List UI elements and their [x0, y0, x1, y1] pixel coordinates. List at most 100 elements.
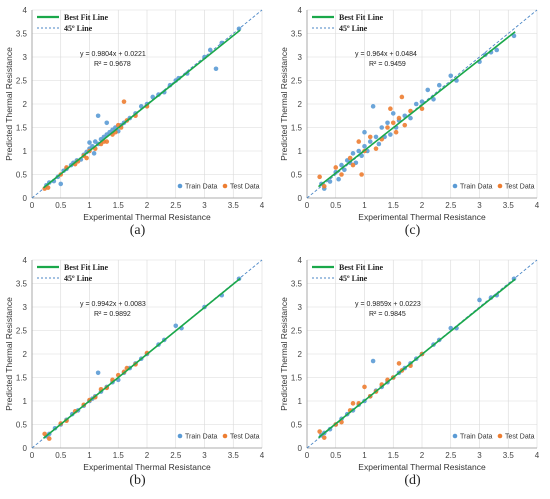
train-point — [373, 134, 379, 140]
x-tick-label: 4 — [535, 201, 540, 210]
test-point — [350, 401, 356, 406]
x-tick-label: 0 — [30, 201, 35, 210]
legend-train-marker — [452, 183, 458, 189]
y-tick-label: 3.5 — [16, 30, 28, 39]
train-point — [91, 151, 97, 156]
legend-fit-label: Best Fit Line — [64, 263, 108, 272]
train-point — [376, 141, 382, 147]
train-point — [213, 66, 219, 72]
test-point — [317, 174, 322, 180]
y-tick-label: 1 — [298, 397, 303, 406]
y-tick-label: 2 — [298, 100, 303, 109]
chart-svg-a: 0 0.5 1 1.5 2 2.5 3 3.5 4 0 0.5 1 1.5 2 2.5 3 3.5 4 Experi… — [4, 6, 265, 222]
x-tick-label: 1 — [87, 451, 92, 460]
x-tick-label: 0.5 — [330, 201, 342, 210]
x-tick-label: 2.5 — [445, 451, 457, 460]
train-point — [448, 73, 454, 79]
train-point — [370, 104, 376, 109]
test-point — [393, 129, 399, 135]
train-point — [150, 94, 156, 100]
r-squared-label: R² = 0.9845 — [369, 311, 406, 318]
train-point — [390, 111, 396, 116]
legend-fit-label: Best Fit Line — [64, 13, 108, 22]
test-point — [390, 120, 396, 126]
legend-diag-label: 45º Line — [339, 274, 368, 283]
legend-test-marker — [222, 433, 228, 439]
x-tick-label: 0 — [30, 451, 35, 460]
y-axis-label: Predicted Thermal Resistance — [4, 47, 14, 161]
y-tick-label: 0 — [298, 194, 303, 203]
r-squared-label: R² = 0.9892 — [94, 311, 131, 318]
x-tick-label: 2.5 — [445, 201, 457, 210]
y-tick-label: 3.5 — [291, 280, 303, 289]
x-tick-label: 2 — [145, 451, 150, 460]
best-fit-line — [318, 31, 516, 188]
y-tick-label: 3 — [23, 303, 28, 312]
test-point — [84, 155, 89, 161]
y-tick-label: 3 — [23, 53, 28, 62]
test-point — [317, 429, 322, 434]
train-point — [413, 101, 419, 107]
chart-svg-b: 0 0.5 1 1.5 2 2.5 3 3.5 4 0 0.5 1 1.5 2 2.5 3 3.5 4 Experi… — [4, 256, 265, 472]
y-axis-label: Predicted Thermal Resistance — [279, 297, 289, 411]
panel-a: 0 0.5 1 1.5 2 2.5 3 3.5 4 0 0.5 1 1.5 2 2.5 3 3.5 4 Experi… — [0, 0, 275, 249]
train-point — [419, 99, 425, 104]
train-point — [436, 82, 442, 88]
test-point — [399, 94, 405, 100]
y-tick-label: 0 — [298, 444, 303, 453]
y-tick-label: 1 — [23, 147, 28, 156]
best-fit-line — [42, 29, 241, 189]
train-point — [362, 129, 367, 135]
x-tick-label: 0.5 — [55, 451, 67, 460]
train-point — [236, 26, 242, 32]
r-squared-label: R² = 0.9678 — [94, 61, 131, 68]
test-point — [104, 139, 110, 144]
test-point — [419, 106, 425, 111]
train-point — [367, 139, 373, 144]
x-axis-label: Experimental Thermal Resistance — [358, 212, 486, 222]
fit-equation: y = 0.9942x + 0.0083 — [80, 301, 146, 308]
legend-diag-label: 45º Line — [64, 274, 93, 283]
y-tick-label: 1.5 — [16, 374, 28, 383]
fit-equation: y = 0.964x + 0.0484 — [355, 51, 417, 58]
train-point — [356, 148, 362, 154]
x-tick-label: 1.5 — [388, 201, 400, 210]
legend-train-marker — [452, 433, 458, 439]
legend-test-label: Test Data — [230, 184, 260, 191]
x-tick-label: 4 — [260, 451, 265, 460]
y-tick-label: 4 — [298, 6, 303, 15]
train-point — [336, 176, 341, 182]
panel-b: 0 0.5 1 1.5 2 2.5 3 3.5 4 0 0.5 1 1.5 2 2.5 3 3.5 4 Experi… — [0, 250, 275, 499]
r-squared-label: R² = 0.9459 — [369, 61, 406, 68]
legend-test-label: Test Data — [230, 434, 260, 441]
train-point — [339, 162, 344, 168]
caption-a: (a) — [129, 223, 146, 238]
train-point — [362, 144, 367, 149]
test-point — [350, 162, 356, 168]
y-tick-label: 0.5 — [291, 171, 303, 180]
test-point — [385, 125, 390, 130]
x-tick-label: 2.5 — [170, 201, 182, 210]
x-axis-label: Experimental Thermal Resistance — [83, 462, 211, 472]
test-point — [321, 183, 327, 189]
x-tick-label: 3.5 — [503, 201, 515, 210]
x-tick-label: 1.5 — [113, 451, 125, 460]
test-point — [42, 431, 47, 437]
legend-diag-label: 45º Line — [64, 24, 93, 33]
test-point — [396, 115, 402, 121]
train-point — [477, 297, 482, 303]
y-tick-label: 2 — [298, 350, 303, 359]
y-tick-label: 1.5 — [291, 124, 303, 133]
x-tick-label: 2 — [420, 451, 425, 460]
test-point — [356, 139, 362, 144]
y-tick-label: 2.5 — [291, 327, 303, 336]
y-tick-label: 2.5 — [16, 327, 28, 336]
y-tick-label: 3.5 — [16, 280, 28, 289]
test-point — [359, 172, 364, 177]
train-point — [408, 115, 413, 121]
y-tick-label: 1 — [23, 397, 28, 406]
x-tick-label: 3.5 — [503, 451, 515, 460]
train-point — [425, 87, 431, 93]
train-point — [494, 47, 500, 53]
y-tick-label: 4 — [23, 6, 28, 15]
